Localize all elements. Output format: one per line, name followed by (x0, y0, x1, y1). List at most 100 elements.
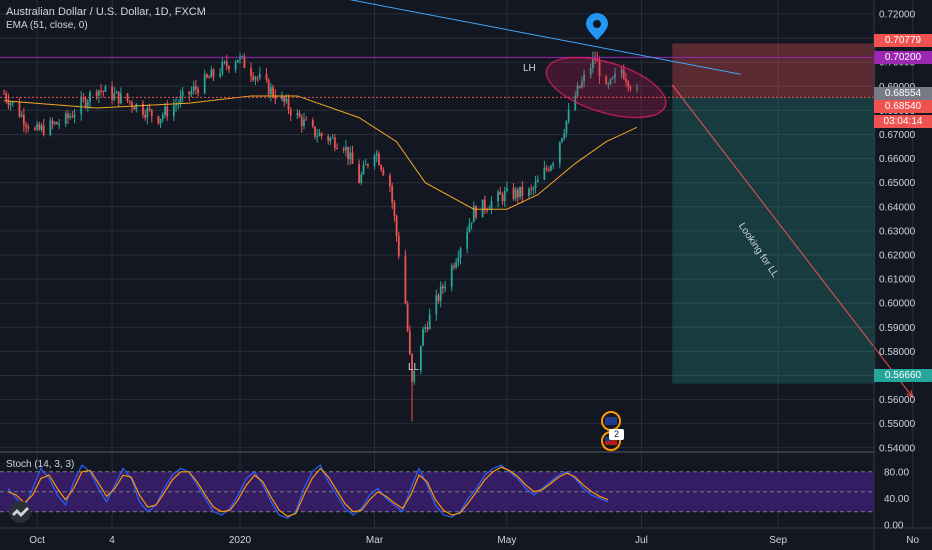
candle (408, 325, 411, 356)
stoch-legend[interactable]: Stoch (14, 3, 3) (6, 459, 75, 470)
candle (534, 175, 537, 194)
candle (567, 102, 570, 124)
candle (519, 186, 522, 200)
price-tick: 0.72000 (879, 10, 916, 21)
trendline[interactable] (147, 0, 741, 75)
candle (281, 91, 283, 102)
time-tick: May (497, 535, 516, 546)
candle (358, 159, 361, 184)
stoch-tick: 80.00 (884, 467, 909, 478)
chart-title: Australian Dollar / U.S. Dollar, 1D, FXC… (6, 6, 206, 18)
tradingview-logo-icon[interactable] (9, 501, 31, 523)
time-tick: 2020 (229, 535, 252, 546)
candle (472, 201, 475, 223)
lh-ellipse[interactable] (540, 45, 673, 129)
candle (210, 65, 213, 78)
candle (470, 222, 473, 230)
price-tick: 0.67000 (879, 130, 916, 141)
price-tick: 0.61000 (879, 275, 916, 286)
candle (265, 68, 268, 83)
price-tick: 0.66000 (879, 154, 916, 165)
projection-arrowhead (906, 390, 914, 399)
candle (393, 199, 396, 222)
candle (636, 83, 638, 93)
position-zones[interactable] (672, 43, 876, 384)
candle (620, 65, 623, 79)
candle (206, 73, 208, 79)
candle (190, 86, 193, 98)
candle (95, 89, 98, 101)
candle (378, 151, 380, 166)
candle (629, 84, 632, 92)
ema-series (3, 95, 638, 210)
time-axis[interactable]: Oct 4 2020 Mar May Jul Sep No (0, 527, 932, 546)
stoch-tick: 40.00 (884, 494, 909, 505)
candle (42, 118, 45, 137)
candle (607, 81, 610, 89)
ll-label: LL (408, 362, 420, 373)
candle (126, 93, 129, 103)
candle (347, 146, 349, 166)
candle (375, 149, 378, 163)
ema-legend[interactable]: EMA (51, close, 0) (6, 20, 88, 31)
candle (269, 82, 272, 102)
candle (36, 120, 38, 132)
candle (545, 164, 548, 172)
take-profit-zone[interactable] (672, 97, 876, 384)
stoch-pane[interactable]: 80.00 40.00 0.00 (0, 464, 909, 532)
candle (100, 84, 102, 96)
candle (192, 80, 195, 95)
candle (475, 204, 477, 220)
event-count[interactable]: 2 (609, 429, 625, 440)
candle (181, 87, 184, 103)
candle (86, 98, 89, 112)
candle (419, 345, 422, 375)
candle (364, 159, 367, 166)
candle (543, 160, 546, 181)
candle (483, 195, 486, 214)
candle (289, 107, 292, 122)
candle (318, 129, 321, 137)
candle (499, 186, 502, 195)
projection-arrow[interactable] (671, 84, 914, 398)
candle (119, 87, 122, 105)
candle (517, 187, 519, 204)
candle (166, 100, 169, 122)
candle (547, 166, 550, 173)
candle (258, 67, 261, 81)
price-badge-target: 0.56660 (874, 369, 932, 382)
candle (444, 281, 447, 293)
candle (598, 56, 601, 84)
candle (239, 52, 241, 64)
candle (311, 117, 314, 129)
price-badge-resistance: 0.70200 (874, 51, 932, 64)
candle (254, 75, 257, 86)
candle (591, 51, 594, 74)
candle (203, 69, 206, 95)
candle (320, 131, 323, 140)
stop-loss-zone[interactable] (672, 43, 876, 98)
grid (0, 0, 914, 528)
candle (56, 121, 58, 125)
candle (625, 72, 627, 87)
candle (300, 114, 303, 133)
candle (351, 145, 354, 164)
candle (426, 321, 429, 333)
candle (561, 137, 563, 144)
candle (113, 86, 116, 102)
candle (274, 89, 277, 104)
candle (552, 161, 555, 170)
time-tick: Sep (769, 535, 787, 546)
candlestick-series (3, 51, 638, 422)
pin-icon[interactable] (586, 13, 608, 40)
price-tick: 0.55000 (879, 419, 916, 430)
candle (51, 117, 54, 130)
candle (128, 100, 131, 105)
candle (503, 186, 506, 207)
candle (49, 117, 52, 137)
candle (558, 141, 561, 169)
candle (3, 89, 5, 95)
candle (521, 180, 524, 203)
candle (115, 90, 118, 94)
